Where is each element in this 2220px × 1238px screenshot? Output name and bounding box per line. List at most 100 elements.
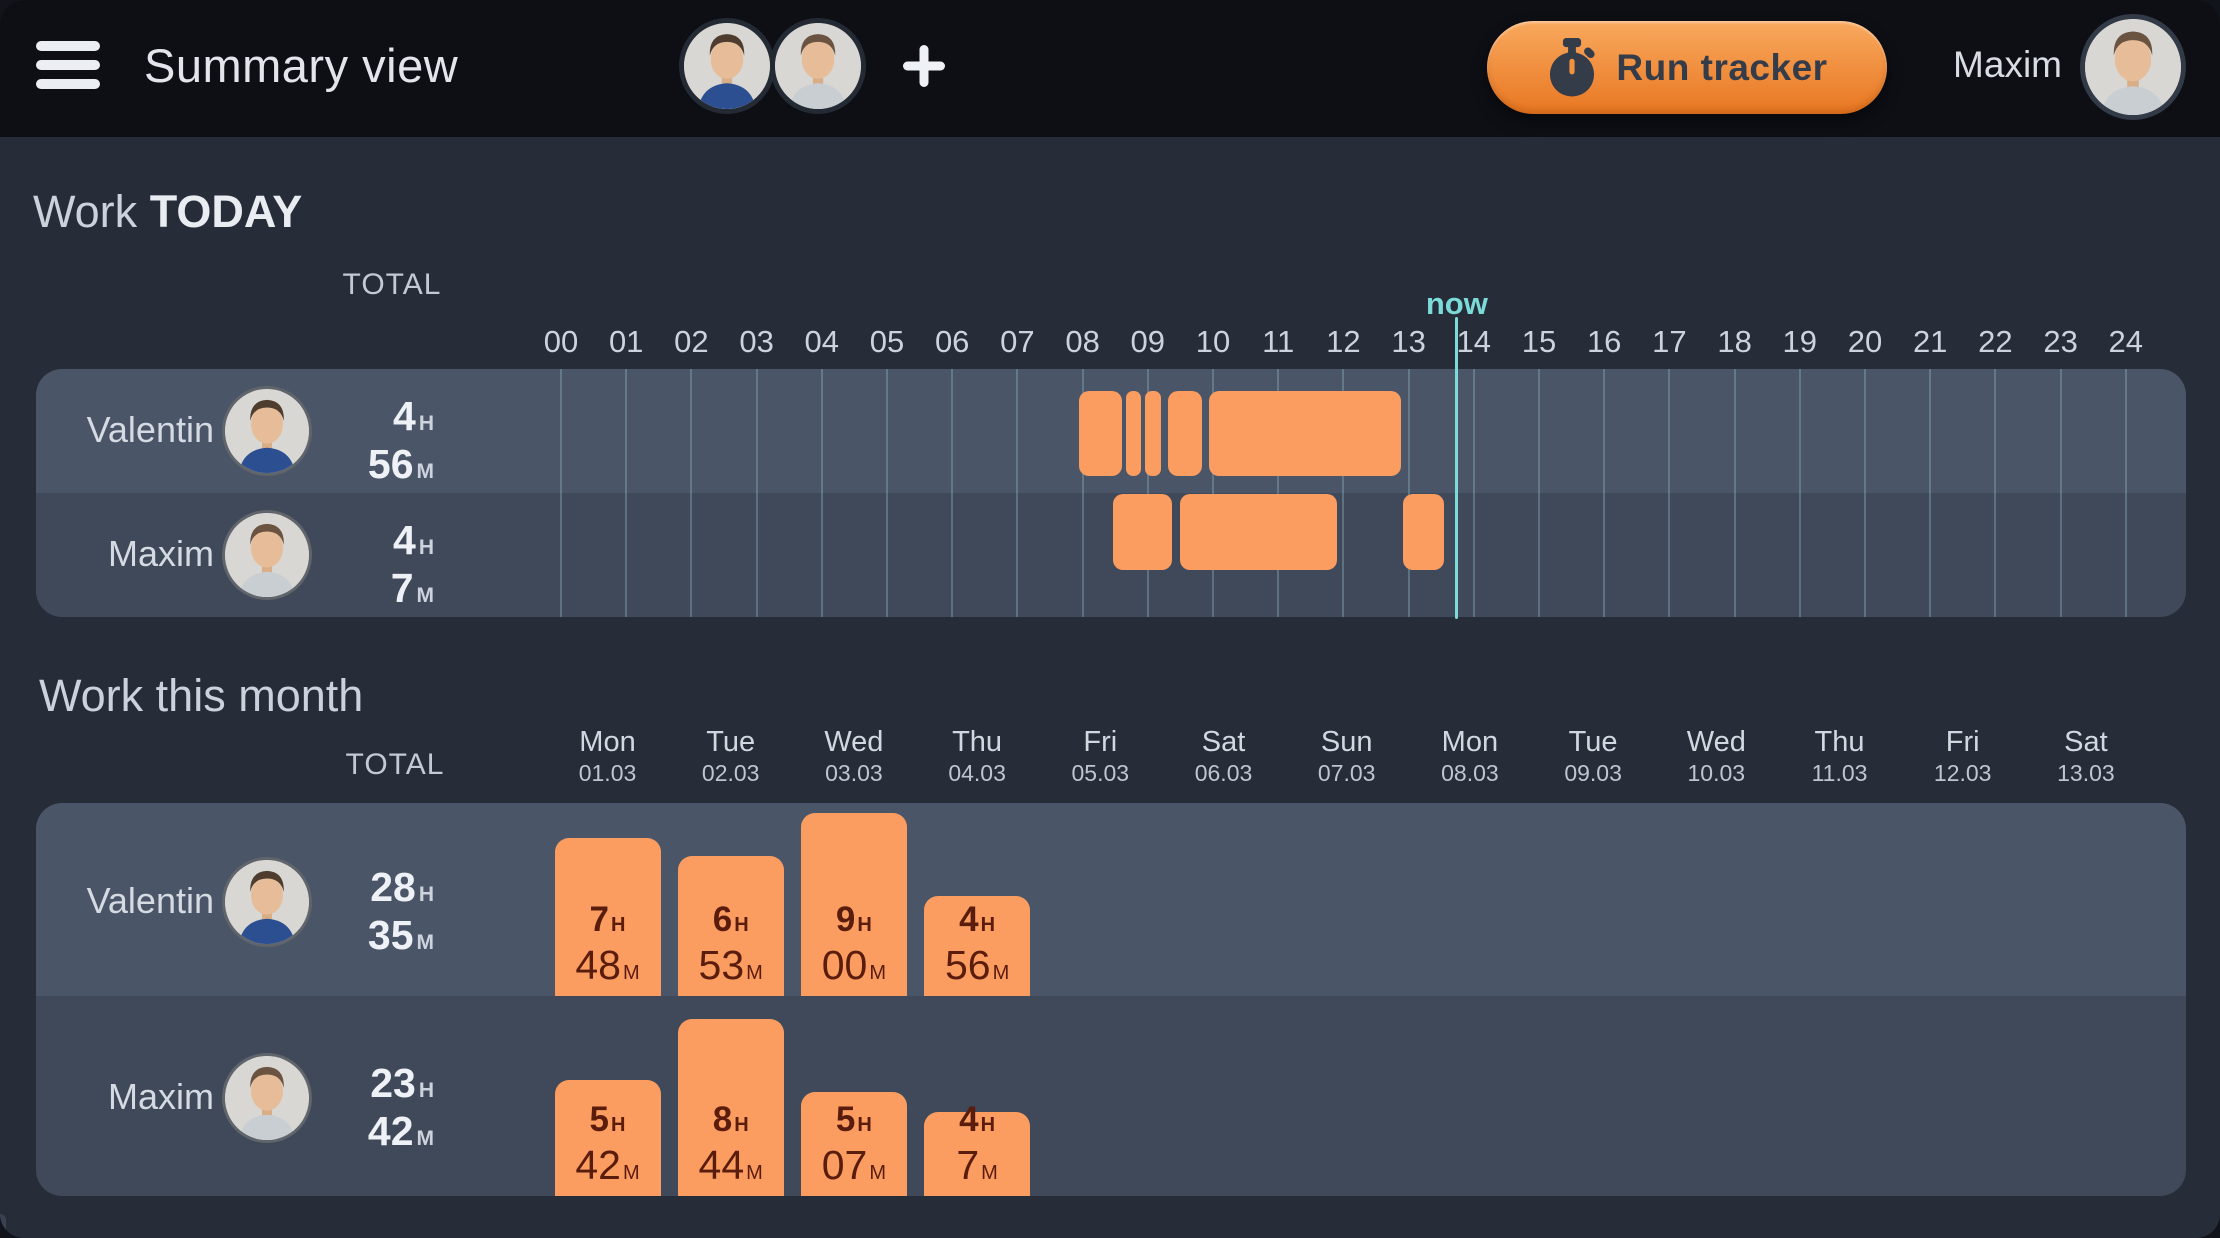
hour-gridline [625,369,628,617]
hour-axis-label: 15 [1521,324,1557,359]
hour-axis-label: 14 [1456,324,1492,359]
hour-gridline [2124,369,2127,617]
hour-axis-label: 12 [1326,324,1361,359]
hour-axis-label: 02 [674,324,709,359]
work-session-bar[interactable] [1208,391,1402,476]
person-total-time: 4 H 56 M [367,393,434,487]
hour-axis-label: 20 [1847,324,1883,359]
day-total-bar[interactable]: 5 H 07 M [800,1092,907,1196]
run-tracker-button[interactable]: Run tracker [1487,21,1887,114]
hour-gridline [755,369,758,617]
work-session-bar[interactable] [1180,494,1338,570]
hour-gridline [1929,369,1932,617]
hour-gridline [820,369,823,617]
month-bars-panel: 7 H 48 M 6 H 53 M 9 H 00 M 4 H 56 M Valentin 28 H 35 M 5 H 42 M… [36,803,2186,1196]
hour-gridline [560,369,562,617]
run-tracker-label: Run tracker [1616,46,1828,88]
day-axis-label: Tue 02.03 [701,726,760,786]
person-row [36,803,2186,996]
hour-axis-label: 19 [1782,324,1818,359]
hour-axis-label: 01 [608,324,644,359]
person-total-time: 23 H 42 M [367,1060,434,1154]
hour-gridline [1668,369,1671,617]
team-member-avatar[interactable] [679,18,775,114]
hour-axis-label: 21 [1912,324,1948,359]
plus-icon[interactable] [901,43,947,89]
day-axis-label: Thu 11.03 [1811,726,1868,786]
person-avatar[interactable] [222,1053,312,1143]
work-session-bar[interactable] [1167,391,1203,476]
work-session-bar[interactable] [1144,391,1162,476]
hour-axis-label: 05 [869,324,905,359]
hour-gridline [1864,369,1866,617]
hour-axis-label: 10 [1195,324,1231,359]
hour-axis-label: 18 [1717,324,1752,359]
hour-gridline [1798,369,1801,617]
person-avatar[interactable] [222,386,312,476]
hour-gridline [1538,369,1540,617]
day-total-bar[interactable]: 5 H 42 M [554,1080,661,1196]
day-total-bar[interactable]: 4 H 56 M [924,896,1031,996]
day-axis-label: Wed 10.03 [1686,726,1746,786]
hour-axis-label: 23 [2043,324,2078,359]
hour-gridline [1212,369,1214,617]
day-axis-label: Sat 06.03 [1194,726,1253,786]
hour-gridline [2059,369,2062,617]
hour-gridline [1342,369,1345,617]
day-total-bar[interactable]: 8 H 44 M [677,1019,784,1196]
hour-gridline [1016,369,1019,617]
person-name: Maxim [108,1076,214,1117]
person-name: Maxim [108,533,214,574]
day-total-bar[interactable]: 9 H 00 M [800,813,907,996]
work-session-bar[interactable] [1112,494,1173,570]
app-header: Summary view [0,0,2220,137]
person-name: Valentin [86,409,214,450]
hour-gridline [1277,369,1280,617]
day-axis-label: Fri 05.03 [1071,726,1130,786]
hour-gridline [1081,369,1084,617]
day-axis-label: Mon 01.03 [578,726,637,786]
person-avatar[interactable] [222,857,312,947]
hour-gridline [951,369,954,617]
person-total-time: 28 H 35 M [367,864,434,958]
team-member-avatar[interactable] [770,18,866,114]
current-user-avatar[interactable] [2080,14,2186,120]
person-row [36,996,2186,1196]
hour-axis-label: 22 [1978,324,2013,359]
hour-axis-label: 04 [804,324,840,359]
day-axis-label: Sat 13.03 [2057,726,2115,786]
day-axis-label: Fri 12.03 [1933,726,1992,786]
now-line [1455,317,1459,619]
hour-gridline [1994,369,1997,617]
hour-gridline [690,369,693,617]
hour-axis-label: 09 [1130,324,1166,359]
day-axis-label: Thu 04.03 [948,726,1006,786]
month-section-title: Work this month [39,670,364,721]
hour-axis-label: 16 [1586,324,1622,359]
hour-axis-label: 00 [543,324,579,359]
menu-icon[interactable] [36,41,100,93]
person-avatar[interactable] [222,510,312,600]
work-session-bar[interactable] [1125,391,1141,476]
day-axis-label: Sun 07.03 [1317,726,1376,786]
day-total-bar[interactable]: 7 H 48 M [554,838,661,996]
today-total-header: TOTAL [342,268,442,301]
day-total-bar[interactable]: 6 H 53 M [677,856,784,996]
page-title: Summary view [144,39,459,92]
next-panel-edge [0,1214,6,1238]
hour-axis-label: 07 [1000,324,1035,359]
hour-axis-label: 13 [1391,324,1426,359]
hour-gridline [1407,369,1410,617]
stopwatch-icon [1546,37,1598,98]
work-session-bar[interactable] [1079,391,1123,476]
work-session-bar[interactable] [1403,494,1445,570]
current-user-name: Maxim [1953,44,2062,85]
day-axis-label: Mon 08.03 [1441,726,1499,786]
person-row [36,493,2186,617]
hour-axis-label: 17 [1652,324,1687,359]
hour-axis-label: 08 [1065,324,1100,359]
month-total-header: TOTAL [345,748,445,781]
day-axis-label: Tue 09.03 [1564,726,1622,786]
